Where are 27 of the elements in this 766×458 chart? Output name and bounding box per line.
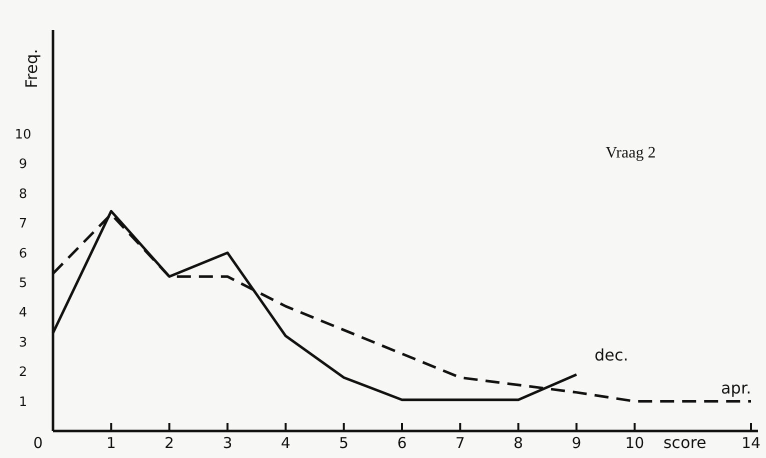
series-label: apr. xyxy=(721,378,752,398)
annotation: Vraag 2 xyxy=(606,144,656,162)
x-tick-label: 1 xyxy=(106,434,116,452)
y-tick-label: 6 xyxy=(18,246,28,262)
x-tick-label: 5 xyxy=(339,434,349,452)
x-tick-label: 7 xyxy=(455,434,465,452)
y-tick-label: 3 xyxy=(18,335,28,350)
x-tick-label: 4 xyxy=(280,434,290,452)
x-tick-label: 10 xyxy=(625,434,644,452)
x-tick-label: 0 xyxy=(33,434,43,452)
x-tick-label: 3 xyxy=(222,434,232,452)
x-tick-label: 2 xyxy=(164,434,174,452)
y-tick-label: 2 xyxy=(18,365,28,380)
x-tick-label: 14 xyxy=(741,434,761,452)
x-tick-label: 8 xyxy=(514,434,524,452)
y-tick-label: 5 xyxy=(18,276,28,292)
y-tick-label: 4 xyxy=(18,306,28,321)
y-tick-label: 1 xyxy=(18,394,28,410)
y-tick-label: 9 xyxy=(18,157,28,172)
x-axis-title: score xyxy=(663,433,706,452)
y-tick-label: 10 xyxy=(14,128,32,143)
series-label: dec. xyxy=(594,346,628,365)
y-tick-label: 8 xyxy=(18,186,28,202)
x-tick-label: 9 xyxy=(572,434,582,452)
y-axis-title: Freq. xyxy=(22,48,41,88)
y-tick-label: 7 xyxy=(18,216,28,232)
x-tick-label: 6 xyxy=(397,434,407,452)
